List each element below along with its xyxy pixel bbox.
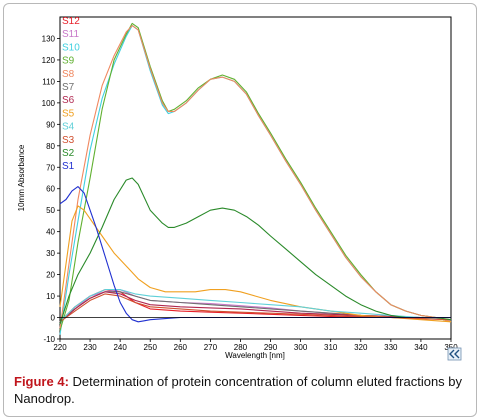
x-tick-label: 320: [354, 343, 368, 352]
x-tick-label: 310: [324, 343, 338, 352]
y-tick-label: 0: [51, 314, 56, 323]
legend-entry-s1: S1: [62, 161, 75, 172]
legend-entry-s12: S12: [62, 16, 80, 27]
legend-entry-s10: S10: [62, 42, 80, 53]
series-line-s4: [59, 289, 452, 323]
y-tick-label: 70: [46, 163, 55, 172]
legend-entry-s7: S7: [62, 82, 75, 93]
figure-caption: Figure 4: Determination of protein conce…: [14, 373, 469, 407]
y-tick-label: 130: [42, 34, 56, 43]
x-tick-label: 340: [414, 343, 428, 352]
legend-entry-s4: S4: [62, 122, 75, 133]
caption-label: Figure 4:: [14, 374, 69, 389]
series-line-s3: [59, 293, 452, 323]
legend-entry-s5: S5: [62, 108, 75, 119]
x-tick-label: 300: [294, 343, 308, 352]
y-tick-label: 110: [42, 77, 55, 86]
x-tick-label: 230: [83, 343, 97, 352]
x-tick-label: 260: [174, 343, 188, 352]
x-tick-label: 290: [264, 343, 278, 352]
double-chevron-left-icon[interactable]: [447, 347, 462, 361]
legend-entry-s6: S6: [62, 95, 75, 106]
legend-entry-s11: S11: [62, 29, 79, 40]
y-tick-label: 20: [46, 271, 55, 280]
y-tick-label: -10: [43, 335, 55, 344]
y-tick-label: 80: [46, 142, 55, 151]
caption-text: Determination of protein concentration o…: [14, 374, 463, 406]
legend-entry-s2: S2: [62, 148, 75, 159]
x-tick-label: 220: [53, 343, 67, 352]
y-tick-label: 100: [42, 99, 56, 108]
legend-entry-s3: S3: [62, 135, 75, 146]
y-tick-label: 60: [46, 185, 55, 194]
x-tick-label: 240: [113, 343, 127, 352]
x-tick-label: 270: [204, 343, 218, 352]
y-tick-label: 30: [46, 249, 55, 258]
y-tick-label: 50: [46, 206, 55, 215]
legend-entry-s8: S8: [62, 69, 75, 80]
x-tick-label: 280: [234, 343, 248, 352]
plot-area: [59, 16, 452, 340]
y-tick-label: 90: [46, 120, 55, 129]
x-tick-label: 250: [144, 343, 158, 352]
series-line-s8: [59, 25, 452, 329]
y-tick-label: 40: [46, 228, 55, 237]
line-chart: 220 230 240 250 260 270 280 290 300 310 320 330 340 3…: [17, 16, 462, 361]
x-axis-label: Wavelength [nm]: [225, 351, 285, 360]
legend-entry-s9: S9: [62, 56, 75, 67]
y-tick-label: 10: [46, 292, 55, 301]
series-line-s2: [59, 177, 452, 325]
x-tick-label: 330: [384, 343, 398, 352]
x-tick-label: 350: [444, 343, 458, 352]
y-axis-label: 10mm Absorbance: [17, 144, 26, 211]
y-tick-label: 120: [42, 56, 56, 65]
